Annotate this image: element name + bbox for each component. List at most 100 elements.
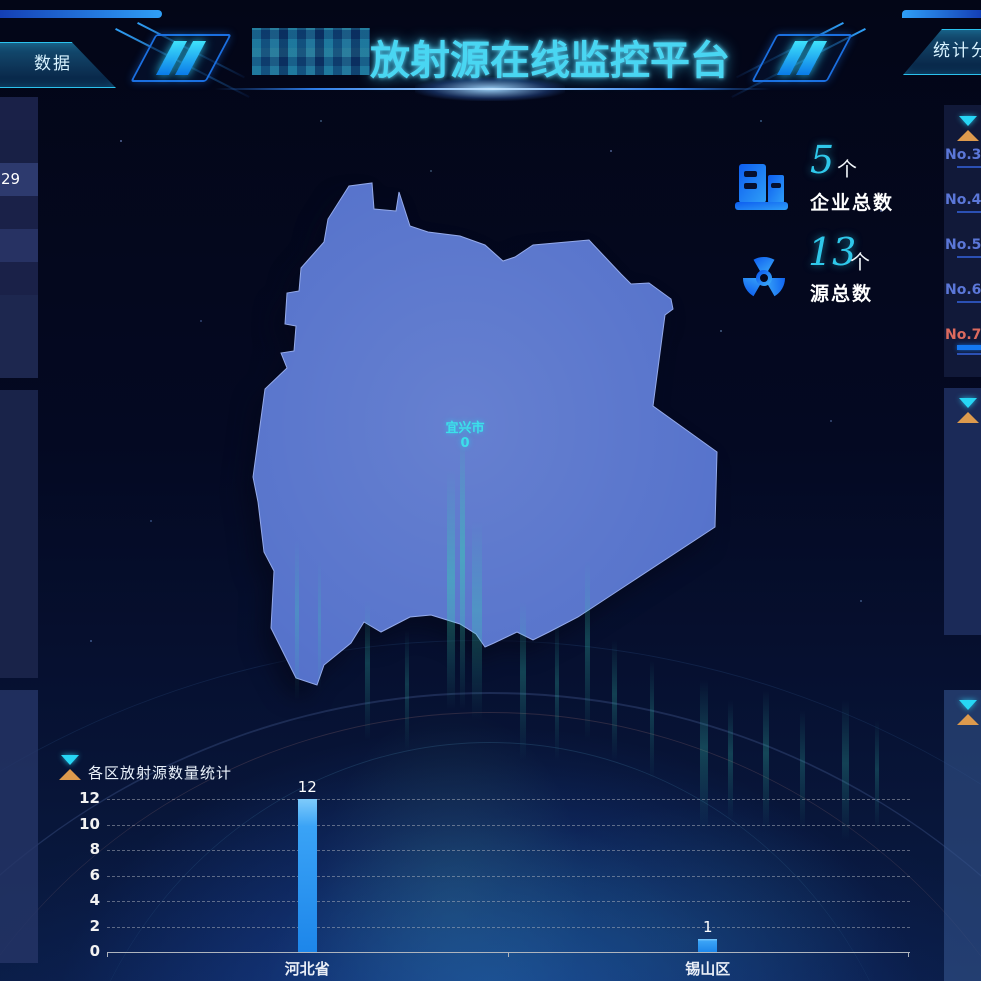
light-beam (875, 720, 879, 830)
light-beam (405, 630, 409, 750)
x-axis-category-label: 锡山区 (685, 960, 731, 978)
right-panel-middle (944, 388, 981, 635)
table-row[interactable] (0, 262, 38, 295)
map-polygon-sheen (253, 183, 717, 685)
hourglass-icon (957, 398, 979, 423)
light-beam (365, 600, 370, 740)
rank-item[interactable]: No.6 (945, 282, 981, 298)
rank-item[interactable]: No.4 (945, 192, 981, 208)
source-total-label: 源总数 (810, 283, 874, 305)
hourglass-icon (59, 755, 81, 780)
bar[interactable] (698, 939, 718, 952)
gridline (107, 926, 910, 928)
light-beam (318, 560, 321, 690)
light-beam (472, 520, 482, 720)
light-beam (447, 470, 455, 710)
radiation-icon (742, 256, 786, 297)
tab-data-label: 数据 (34, 54, 72, 74)
gridline (107, 875, 910, 877)
table-row[interactable] (0, 295, 38, 378)
x-axis-tick (908, 952, 909, 957)
y-axis-tick-label: 2 (89, 916, 100, 935)
table-row[interactable] (0, 130, 38, 163)
table-row[interactable] (0, 97, 38, 130)
background-arc (60, 742, 920, 981)
y-axis-tick-label: 10 (79, 814, 100, 833)
title-censored-block (252, 28, 370, 75)
rank-item[interactable]: No.3 (945, 147, 981, 163)
hourglass-icon (957, 700, 979, 725)
gridline (107, 952, 910, 953)
rank-underline (957, 301, 981, 303)
light-beam (763, 690, 769, 830)
background-arc (0, 692, 981, 981)
map-region-name: 宜兴市 (445, 421, 485, 436)
y-axis-tick-label: 8 (89, 840, 100, 858)
bar[interactable] (297, 799, 317, 952)
region-map[interactable] (235, 162, 735, 692)
y-axis-tick-label: 4 (89, 891, 100, 909)
hourglass-icon (957, 116, 979, 141)
bar-value-label: 1 (702, 918, 713, 937)
light-beam (612, 640, 617, 760)
table-row-highlight[interactable]: 29 (0, 163, 38, 196)
left-panel-middle (0, 390, 38, 678)
bar-value-label: 12 (297, 778, 317, 796)
rank-item[interactable]: No.7 (945, 327, 981, 343)
table-row[interactable] (0, 196, 38, 229)
gridline (107, 850, 910, 851)
enterprise-total-label: 企业总数 (810, 192, 895, 214)
gridline (107, 799, 910, 800)
right-panel-bottom (944, 690, 981, 981)
rank-progress-bar (957, 345, 981, 350)
source-count-unit: 个 (850, 250, 870, 274)
rank-underline (957, 166, 981, 168)
x-axis-category-label: 河北省 (284, 960, 330, 978)
gridline (107, 901, 910, 902)
title-bracket-right (751, 32, 853, 84)
source-count-value: 13 (808, 230, 857, 274)
map-region-label[interactable]: 宜兴市 0 (428, 421, 502, 451)
rank-underline (957, 353, 981, 355)
enterprise-count-value: 5 (810, 138, 835, 182)
title-bracket-left (130, 32, 232, 84)
tab-data[interactable]: 数据 (0, 42, 116, 88)
header-bar-left (0, 10, 162, 18)
gridline (107, 824, 910, 826)
rank-underline (957, 211, 981, 213)
x-axis-tick (107, 952, 108, 957)
light-beam (842, 700, 849, 840)
light-beam (650, 660, 654, 780)
left-table-panel: 29 (0, 97, 38, 378)
light-beam (585, 560, 590, 740)
light-beam (520, 600, 526, 760)
light-beam (555, 620, 559, 760)
light-beam (728, 700, 733, 820)
x-axis-tick (507, 952, 509, 957)
y-axis-tick-label: 12 (79, 789, 100, 807)
page-title: 放射源在线监控平台 (370, 38, 730, 84)
background-arc (0, 712, 981, 981)
building-icon (735, 164, 788, 210)
light-beam (460, 430, 465, 710)
map-region-value: 0 (460, 436, 470, 451)
light-beam (700, 680, 708, 830)
title-underline (215, 88, 771, 90)
tab-statistics-label: 统计分 (933, 41, 981, 61)
rank-item[interactable]: No.5 (945, 237, 981, 253)
tab-statistics[interactable]: 统计分 (903, 29, 981, 75)
left-panel-bottom (0, 690, 38, 963)
table-cell-value: 29 (1, 170, 21, 188)
y-axis-tick-label: 6 (89, 865, 100, 884)
table-row[interactable] (0, 229, 38, 262)
light-beam (800, 710, 805, 830)
right-rank-panel: No.3 No.4 No.5 No.6 No.7 (944, 105, 981, 377)
chart-title: 各区放射源数量统计 (88, 764, 233, 782)
enterprise-count-unit: 个 (837, 157, 857, 181)
header-bar-right (902, 10, 981, 18)
rank-underline (957, 256, 981, 258)
header: 数据 统计分 放射源在线监控平台 (0, 0, 981, 101)
y-axis-tick-label: 0 (89, 942, 100, 960)
